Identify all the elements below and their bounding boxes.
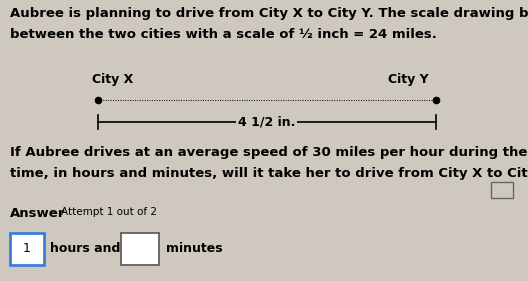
Text: If Aubree drives at an average speed of 30 miles per hour during the entire trip: If Aubree drives at an average speed of …: [10, 146, 528, 159]
Text: City Y: City Y: [388, 73, 429, 86]
Text: 1: 1: [23, 242, 31, 255]
Text: City X: City X: [92, 73, 134, 86]
Text: between the two cities with a scale of ½ inch = 24 miles.: between the two cities with a scale of ½…: [10, 28, 436, 41]
Text: minutes: minutes: [166, 242, 222, 255]
FancyBboxPatch shape: [121, 233, 159, 265]
FancyBboxPatch shape: [10, 233, 44, 265]
Text: hours and: hours and: [50, 242, 120, 255]
Text: Aubree is planning to drive from City X to City Y. The scale drawing below shows: Aubree is planning to drive from City X …: [10, 7, 528, 20]
Text: time, in hours and minutes, will it take her to drive from City X to City Y?: time, in hours and minutes, will it take…: [10, 167, 528, 180]
Text: Attempt 1 out of 2: Attempt 1 out of 2: [61, 207, 157, 217]
FancyBboxPatch shape: [491, 182, 513, 198]
Text: Answer: Answer: [10, 207, 65, 219]
Text: 4 1/2 in.: 4 1/2 in.: [238, 116, 295, 129]
